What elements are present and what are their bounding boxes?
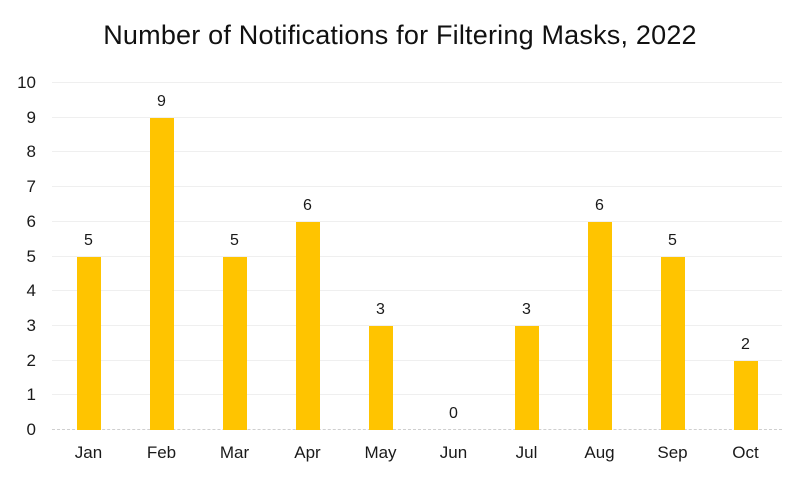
bar-value-label: 3 (376, 300, 385, 318)
bar-mar (222, 256, 247, 430)
bar-value-label: 2 (741, 335, 750, 353)
y-axis-tick-label: 0 (26, 420, 36, 439)
gridline (52, 359, 782, 361)
y-axis-tick-label: 2 (26, 350, 36, 370)
x-axis-label: Jan (74, 443, 103, 462)
chart-title: Number of Notifications for Filtering Ma… (103, 20, 697, 50)
bar-value-label: 6 (303, 196, 312, 214)
gridline (52, 220, 782, 222)
x-axis-label: Oct (732, 443, 759, 462)
bar-value-label: 0 (449, 405, 458, 422)
y-axis-tick-label: 5 (26, 246, 36, 266)
gridline (52, 394, 782, 396)
bar-may (368, 325, 393, 430)
gridline (52, 151, 782, 153)
bar-value-label: 6 (595, 196, 604, 214)
bar-sep (660, 256, 685, 430)
x-axis-label: May (364, 443, 397, 462)
y-axis: 0 1 2 3 4 5 6 7 8 9 10 (0, 73, 44, 439)
bar-jan (76, 256, 101, 430)
plot-area: 5 9 5 6 3 0 3 6 5 2 (52, 82, 782, 430)
bar-apr (295, 221, 320, 430)
bar-feb (149, 117, 174, 430)
y-axis-tick-label: 1 (26, 385, 36, 405)
y-axis-tick-label: 8 (26, 142, 36, 162)
gridline (52, 82, 782, 83)
bar-value-label: 9 (157, 92, 166, 110)
bar-aug (587, 221, 612, 430)
x-axis: Jan Feb Mar Apr May Jun Jul Aug Sep Oct (52, 443, 782, 467)
bar-value-label: 3 (522, 300, 531, 318)
y-axis-tick-label: 4 (26, 281, 36, 301)
bar-value-label: 5 (84, 231, 93, 249)
gridline (52, 290, 782, 292)
gridline (52, 116, 782, 118)
bar-jul (514, 325, 539, 430)
y-axis-tick-label: 6 (26, 211, 36, 231)
x-axis-label: Sep (657, 443, 688, 462)
y-axis-tick-label: 7 (26, 177, 36, 197)
gridline (52, 324, 782, 326)
y-axis-tick-label: 3 (26, 315, 36, 335)
bar-oct (733, 360, 758, 430)
bar-value-label: 5 (668, 231, 677, 249)
gridline (52, 186, 782, 188)
x-axis-label: Jun (439, 443, 468, 462)
x-axis-label: Mar (219, 443, 250, 462)
x-axis-label: Feb (146, 443, 177, 462)
y-axis-tick-label: 9 (26, 107, 36, 127)
x-axis-label: Jul (515, 443, 538, 462)
x-axis-label: Apr (294, 443, 321, 462)
x-axis-label: Aug (584, 443, 615, 462)
x-axis-baseline (52, 429, 782, 430)
gridline (52, 255, 782, 257)
bar-value-label: 5 (230, 231, 239, 249)
y-axis-tick-label: 10 (17, 73, 36, 92)
